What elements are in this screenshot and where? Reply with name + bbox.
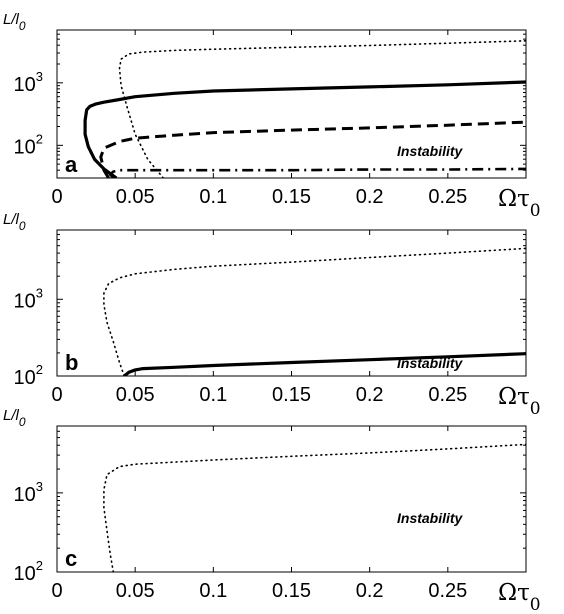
x-tick-label: 0.15 — [272, 580, 311, 602]
series-solid-line — [123, 352, 526, 376]
instability-annotation: Instability — [397, 355, 464, 371]
x-tick-label: 0 — [51, 384, 62, 406]
x-axis-label: Ωτ0 — [498, 580, 541, 614]
instability-annotation: Instability — [397, 510, 464, 526]
series-dashed-line — [99, 120, 526, 178]
x-tick-label: 0.1 — [199, 384, 227, 406]
x-axis-label: Ωτ0 — [498, 384, 541, 419]
series-dashdot-line — [108, 167, 526, 178]
y-axis-label: L/l0 — [3, 407, 26, 429]
panel-b: 0 0.05 0.1 0.15 0.2 0.25 102 103 L/l0 Ωτ0 b Instabi… — [3, 211, 541, 419]
x-tick-label: 0.2 — [356, 384, 384, 406]
x-tick-label: 0.25 — [428, 186, 467, 208]
y-tick-label: 103 — [14, 285, 43, 312]
panel-c: 0 0.05 0.1 0.15 0.2 0.25 102 103 L/l0 Ωτ0 c Instabi… — [3, 407, 541, 614]
y-tick-label: 103 — [14, 479, 43, 506]
x-tick-label: 0.05 — [116, 580, 155, 602]
panel-letter: c — [65, 546, 77, 571]
x-tick-label: 0.05 — [116, 186, 155, 208]
x-tick-label: 0.05 — [116, 384, 155, 406]
x-tick-label: 0.1 — [199, 186, 227, 208]
series-dotted-line — [103, 443, 526, 572]
series-dotted-line — [118, 40, 526, 178]
x-tick-label: 0 — [51, 186, 62, 208]
y-tick-label: 103 — [14, 69, 43, 96]
y-axis-label: L/l0 — [3, 211, 26, 233]
x-tick-label: 0.25 — [428, 580, 467, 602]
x-tick-label: 0 — [51, 580, 62, 602]
x-tick-label: 0.1 — [199, 580, 227, 602]
y-axis-label: L/l0 — [3, 11, 26, 33]
x-tick-label: 0.2 — [356, 186, 384, 208]
y-tick-label: 102 — [14, 362, 43, 389]
series-solid-line — [83, 80, 526, 178]
y-tick-label: 102 — [14, 558, 43, 585]
y-tick-label: 102 — [14, 131, 43, 158]
instability-annotation: Instability — [397, 143, 464, 159]
panel-a: 0 0.05 0.1 0.15 0.2 0.25 102 103 L/l0 Ωτ0 a Instabi… — [3, 11, 541, 221]
panel-letter: b — [65, 350, 78, 375]
x-tick-label: 0.2 — [356, 580, 384, 602]
x-axis-label: Ωτ0 — [498, 186, 541, 221]
panel-letter: a — [65, 152, 78, 177]
x-tick-label: 0.15 — [272, 384, 311, 406]
x-tick-label: 0.15 — [272, 186, 311, 208]
x-tick-label: 0.25 — [428, 384, 467, 406]
